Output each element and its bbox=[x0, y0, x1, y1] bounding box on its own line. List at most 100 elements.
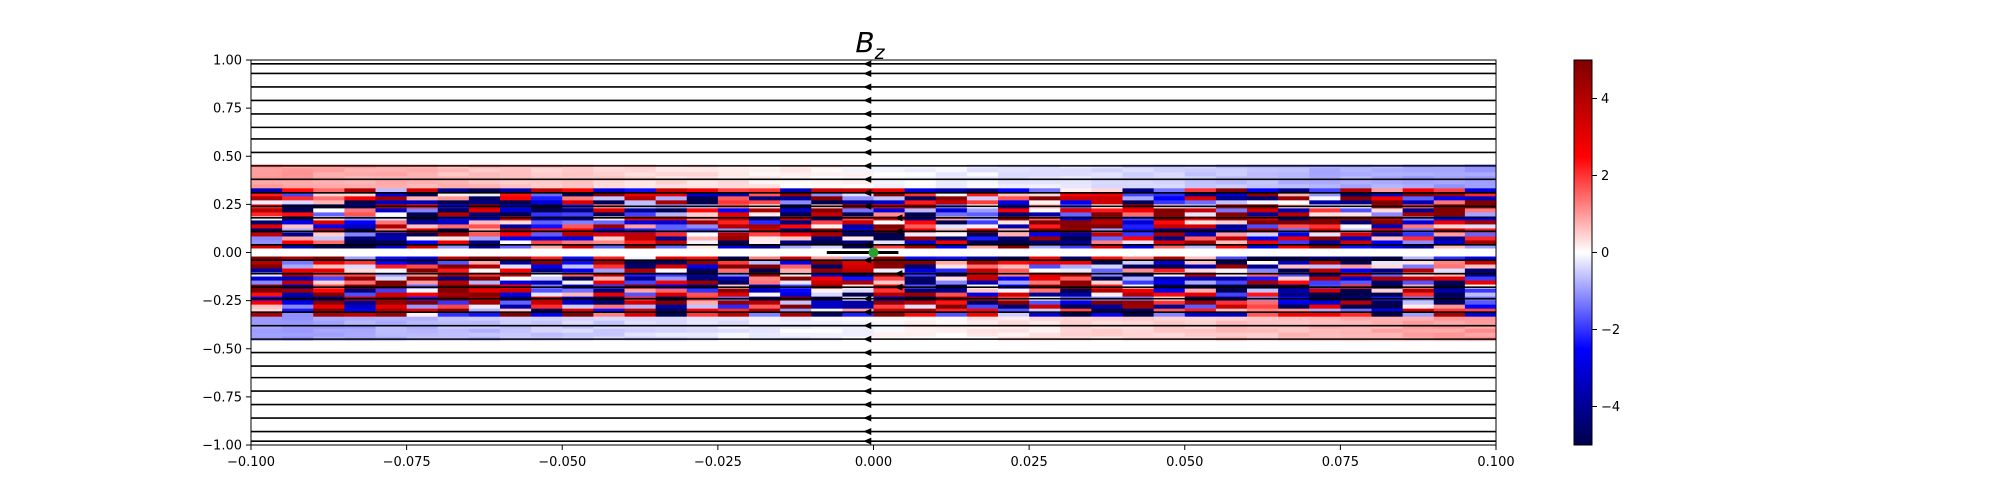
heatmap-cell bbox=[1340, 236, 1372, 241]
y-tick-label: 0.75 bbox=[213, 102, 242, 117]
heatmap-cell bbox=[282, 180, 314, 185]
heatmap-cell bbox=[718, 92, 750, 97]
heatmap-cell bbox=[1185, 397, 1217, 402]
heatmap-cell bbox=[500, 236, 532, 241]
heatmap-cell bbox=[313, 385, 345, 390]
heatmap-cell bbox=[874, 172, 906, 177]
heatmap-cell bbox=[718, 301, 750, 306]
heatmap-cell bbox=[1123, 301, 1155, 306]
heatmap-cell bbox=[687, 413, 719, 418]
heatmap-cell bbox=[625, 369, 657, 374]
heatmap-cell bbox=[438, 64, 470, 69]
heatmap-cell bbox=[1060, 313, 1092, 318]
heatmap-cell bbox=[1340, 168, 1372, 173]
heatmap-cell bbox=[313, 220, 345, 225]
heatmap-cell bbox=[1434, 321, 1466, 326]
heatmap-cell bbox=[251, 373, 283, 378]
heatmap-cell bbox=[1403, 333, 1435, 338]
heatmap-cell bbox=[1278, 333, 1310, 338]
heatmap-cell bbox=[842, 132, 874, 137]
heatmap-cell bbox=[1029, 413, 1061, 418]
heatmap-cell bbox=[313, 160, 345, 165]
heatmap-cell bbox=[500, 425, 532, 430]
heatmap-cell bbox=[967, 277, 999, 282]
heatmap-cell bbox=[251, 361, 283, 366]
heatmap-cell bbox=[998, 289, 1030, 294]
heatmap-cell bbox=[656, 132, 688, 137]
heatmap-cell bbox=[936, 385, 968, 390]
heatmap-cell bbox=[749, 220, 781, 225]
heatmap-cell bbox=[1340, 421, 1372, 426]
heatmap-cell bbox=[593, 293, 625, 298]
heatmap-cell bbox=[625, 236, 657, 241]
heatmap-cell bbox=[780, 64, 812, 69]
heatmap-cell bbox=[531, 313, 563, 318]
heatmap-cell bbox=[500, 321, 532, 326]
heatmap-cell bbox=[1247, 200, 1279, 205]
heatmap-cell bbox=[842, 184, 874, 189]
heatmap-cell bbox=[718, 329, 750, 334]
heatmap-cell bbox=[687, 373, 719, 378]
heatmap-cell bbox=[1185, 200, 1217, 205]
heatmap-cell bbox=[251, 144, 283, 149]
heatmap-cell bbox=[376, 248, 408, 253]
heatmap-cell bbox=[1123, 76, 1155, 81]
heatmap-cell bbox=[469, 405, 501, 410]
heatmap-cell bbox=[251, 232, 283, 237]
heatmap-cell bbox=[1309, 425, 1341, 430]
heatmap-cell bbox=[1309, 361, 1341, 366]
heatmap-cell bbox=[1465, 305, 1497, 310]
heatmap-cell bbox=[936, 168, 968, 173]
heatmap-cell bbox=[313, 68, 345, 73]
heatmap-cell bbox=[1434, 305, 1466, 310]
heatmap-cell bbox=[1278, 329, 1310, 334]
heatmap-cell bbox=[874, 321, 906, 326]
heatmap-cell bbox=[1434, 393, 1466, 398]
heatmap-cell bbox=[1340, 433, 1372, 438]
heatmap-cell bbox=[1060, 76, 1092, 81]
heatmap-cell bbox=[593, 64, 625, 69]
heatmap-cell bbox=[531, 373, 563, 378]
heatmap-cell bbox=[936, 104, 968, 109]
heatmap-cell bbox=[531, 425, 563, 430]
heatmap-cell bbox=[1216, 321, 1248, 326]
heatmap-cell bbox=[282, 184, 314, 189]
heatmap-cell bbox=[625, 200, 657, 205]
heatmap-cell bbox=[811, 104, 843, 109]
heatmap-cell bbox=[438, 120, 470, 125]
heatmap-cell bbox=[1309, 393, 1341, 398]
heatmap-cell bbox=[500, 341, 532, 346]
heatmap-cell bbox=[625, 425, 657, 430]
heatmap-cell bbox=[1185, 293, 1217, 298]
heatmap-cell bbox=[936, 373, 968, 378]
heatmap-cell bbox=[313, 433, 345, 438]
heatmap-cell bbox=[625, 128, 657, 133]
heatmap-cell bbox=[718, 128, 750, 133]
heatmap-cell bbox=[1309, 369, 1341, 374]
heatmap-cell bbox=[1154, 361, 1186, 366]
heatmap-cell bbox=[1434, 172, 1466, 177]
heatmap-cell bbox=[469, 373, 501, 378]
heatmap-cell bbox=[1434, 405, 1466, 410]
heatmap-cell bbox=[780, 208, 812, 213]
heatmap-cell bbox=[1060, 405, 1092, 410]
heatmap-cell bbox=[1029, 333, 1061, 338]
heatmap-cell bbox=[842, 224, 874, 229]
heatmap-cell bbox=[1060, 108, 1092, 113]
heatmap-cell bbox=[687, 385, 719, 390]
heatmap-cell bbox=[1434, 361, 1466, 366]
heatmap-cell bbox=[1185, 373, 1217, 378]
heatmap-cell bbox=[811, 317, 843, 322]
heatmap-cell bbox=[1247, 160, 1279, 165]
heatmap-cell bbox=[1340, 184, 1372, 189]
heatmap-cell bbox=[656, 220, 688, 225]
heatmap-cell bbox=[1403, 236, 1435, 241]
heatmap-cell bbox=[376, 425, 408, 430]
heatmap-cell bbox=[1465, 373, 1497, 378]
heatmap-cell bbox=[1278, 140, 1310, 145]
heatmap-cell bbox=[593, 381, 625, 386]
heatmap-cell bbox=[905, 120, 937, 125]
heatmap-cell bbox=[905, 140, 937, 145]
heatmap-cell bbox=[1309, 104, 1341, 109]
heatmap-cell bbox=[1123, 116, 1155, 121]
